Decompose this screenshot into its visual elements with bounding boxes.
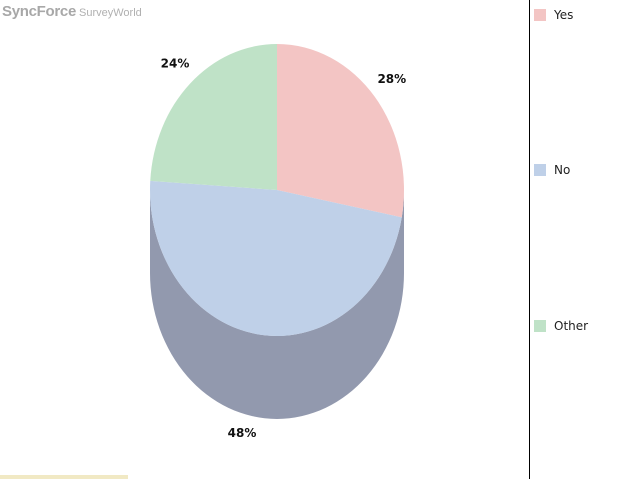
pie-label-other: 24% bbox=[161, 57, 190, 71]
pie-labels: 28% 48% 24% bbox=[161, 57, 407, 440]
logo-suffix: SurveyWorld bbox=[79, 7, 142, 19]
legend-item-yes: Yes bbox=[534, 7, 573, 23]
legend-label-yes: Yes bbox=[554, 8, 574, 22]
pie-chart: 28% 48% 24% bbox=[149, 44, 407, 440]
pie-slice-yes bbox=[277, 44, 404, 218]
syncforce-logo: SyncForce SurveyWorld bbox=[2, 3, 142, 23]
pie-top bbox=[149, 44, 404, 337]
logo-brand: SyncForce bbox=[2, 3, 76, 20]
legend-swatch-other bbox=[534, 320, 546, 332]
legend-divider bbox=[529, 0, 530, 479]
pie-label-yes: 28% bbox=[377, 72, 406, 86]
pie-side-surface bbox=[150, 190, 404, 419]
bottom-bar bbox=[0, 475, 128, 479]
legend-swatch-yes bbox=[534, 9, 546, 21]
pie-slice-no bbox=[149, 180, 402, 337]
pie-side bbox=[150, 190, 404, 419]
legend-item-no: No bbox=[534, 162, 570, 178]
legend-item-other: Other bbox=[534, 318, 588, 334]
legend-label-other: Other bbox=[554, 319, 589, 333]
pie-label-no: 48% bbox=[228, 426, 257, 440]
legend-swatch-no bbox=[534, 164, 546, 176]
pie-slice-other bbox=[150, 44, 277, 190]
legend-label-no: No bbox=[554, 163, 571, 177]
